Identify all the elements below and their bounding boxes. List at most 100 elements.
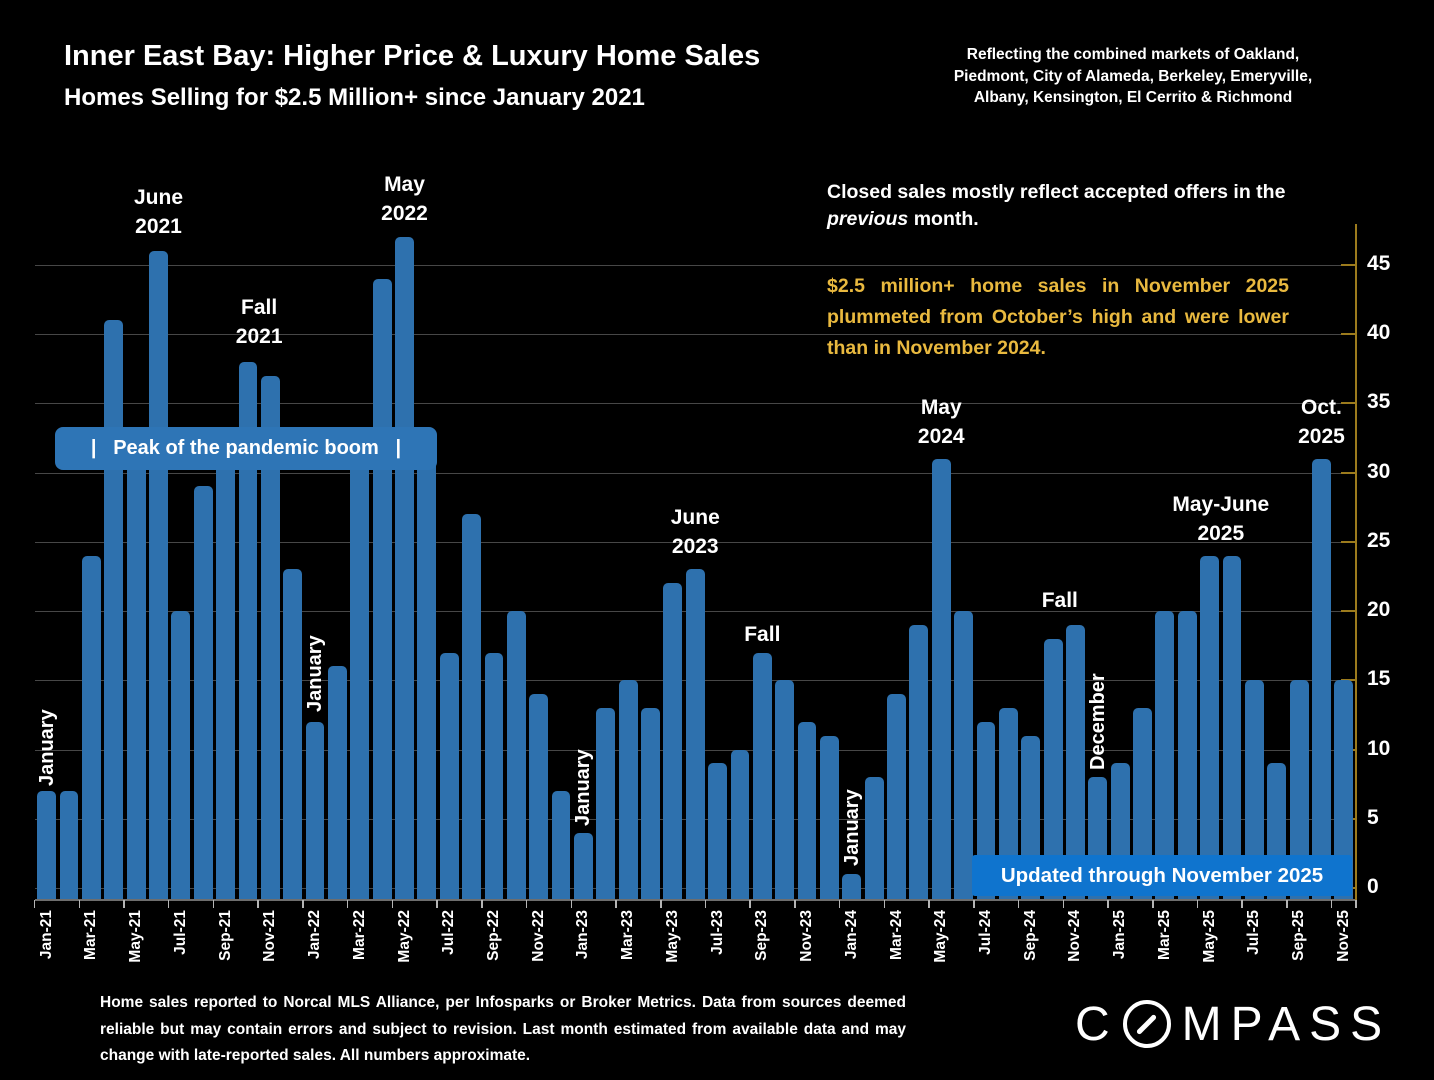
x-axis-label-May-23: May-23: [663, 910, 681, 963]
bar-Apr-23: [641, 707, 660, 899]
annotation-june-2023-line: 2023: [671, 535, 719, 558]
gridline-30: [35, 472, 1355, 474]
bar-Feb-23: [596, 707, 616, 899]
x-axis-tick-20: [481, 900, 483, 908]
y-axis-label-10: 10: [1367, 736, 1391, 760]
markets-note-line3: Albany, Kensington, El Cerrito & Richmon…: [973, 89, 1293, 106]
y-axis-label-25: 25: [1367, 528, 1391, 552]
bar-Nov-21: [260, 375, 280, 899]
annotation-may-2022-line: 2022: [381, 202, 428, 225]
bar-Jan-24: [842, 874, 862, 899]
bar-Aug-24: [998, 707, 1018, 899]
bar-Sep-25: [1289, 680, 1309, 899]
bar-Apr-24: [909, 624, 929, 899]
annotation-june-2021-line: June: [133, 186, 183, 209]
x-axis-tick-46: [1062, 900, 1065, 908]
compass-logo-letters: MPASS: [1181, 997, 1392, 1051]
vertical-label-january-2022: January: [304, 635, 327, 712]
x-axis-label-Sep-24: Sep-24: [1021, 910, 1039, 961]
x-axis-label-Jul-24: Jul-24: [976, 910, 994, 955]
x-axis-tick-54: [1241, 900, 1243, 908]
markets-note: Reflecting the combined markets of Oakla…: [928, 44, 1338, 109]
bar-Oct-21: [238, 361, 258, 899]
bar-May-21: [126, 444, 146, 899]
closed-sales-note-post: month.: [908, 208, 979, 230]
x-axis-label-Nov-24: Nov-24: [1066, 910, 1084, 962]
vertical-label-january-2021: January: [35, 709, 58, 786]
x-axis-tick-34: [794, 900, 796, 908]
bar-Mar-22: [350, 444, 370, 899]
bar-Feb-22: [327, 666, 347, 899]
y-axis-tick-20: [1341, 610, 1355, 612]
x-axis-label-May-21: May-21: [127, 910, 145, 963]
bar-Apr-21: [104, 320, 124, 899]
y-axis-tick-25: [1341, 540, 1355, 543]
closed-sales-note: Closed sales mostly reflect accepted off…: [827, 179, 1297, 233]
peak-of-pandemic-boom-band: | Peak of the pandemic boom |: [55, 427, 437, 470]
bar-Nov-24: [1066, 624, 1085, 899]
annotation-june-2021: June 2021: [64, 183, 254, 241]
bar-Aug-22: [462, 514, 482, 899]
x-axis-label-Sep-23: Sep-23: [753, 910, 771, 961]
bar-Nov-25: [1334, 680, 1354, 899]
x-axis-tick-12: [302, 900, 304, 908]
x-axis-label-Nov-22: Nov-22: [529, 910, 547, 962]
bar-Jun-21: [149, 250, 168, 899]
x-axis-tick-48: [1107, 900, 1109, 908]
bar-Mar-21: [81, 555, 101, 899]
bar-Nov-23: [797, 721, 817, 899]
x-axis-tick-40: [928, 900, 930, 908]
y-axis-label-40: 40: [1367, 321, 1391, 344]
x-axis-tick-44: [1017, 900, 1020, 908]
x-axis-label-Jul-23: Jul-23: [708, 910, 726, 955]
vertical-label-january-2023: January: [572, 749, 595, 826]
x-axis-label-Sep-21: Sep-21: [216, 910, 234, 961]
annotation-oct-2025: Oct. 2025: [1226, 393, 1416, 451]
gridline-25: [35, 541, 1355, 543]
x-axis-label-May-22: May-22: [395, 910, 413, 963]
x-axis-label-May-24: May-24: [932, 910, 950, 963]
x-axis-label-Jan-23: Jan-23: [574, 910, 592, 960]
vertical-label-december-2024: December: [1086, 673, 1109, 770]
annotation-may-2024-line: 2024: [917, 425, 965, 448]
annotation-june-2023-line: June: [670, 506, 720, 529]
x-axis-label-Nov-23: Nov-23: [798, 910, 816, 962]
y-axis-label-15: 15: [1367, 667, 1391, 691]
x-axis-tick-6: [167, 900, 170, 908]
x-axis-label-Jan-25: Jan-25: [1111, 910, 1129, 960]
y-axis-label-45: 45: [1367, 251, 1391, 275]
compass-o-needle-icon: [1122, 1000, 1171, 1048]
bar-Apr-22: [372, 278, 392, 899]
annotation-june-2023: June 2023: [600, 503, 790, 561]
x-axis-line: [35, 899, 1355, 901]
x-axis-tick-8: [212, 900, 215, 908]
bar-Mar-25: [1155, 611, 1175, 899]
bar-Sep-21: [216, 444, 236, 899]
annotation-may-2024-line: May: [920, 396, 962, 419]
x-axis-tick-14: [346, 900, 349, 908]
bar-Oct-23: [775, 680, 795, 899]
bar-Mar-23: [618, 680, 638, 899]
bar-Jun-24: [954, 611, 974, 899]
footer-disclaimer: Home sales reported to Norcal MLS Allian…: [100, 994, 906, 1065]
highlight-note: $2.5 million+ home sales in November 202…: [827, 275, 1289, 359]
x-axis-tick-58: [1330, 900, 1333, 908]
x-axis-tick-50: [1152, 900, 1154, 908]
annotation-may-june-2025-line: May-June: [1172, 493, 1270, 516]
annotation-may-june-2025: May-June 2025: [1126, 490, 1316, 548]
bar-Dec-23: [820, 735, 839, 899]
bar-May-25: [1200, 555, 1220, 899]
annotation-fall-2023-line: Fall: [744, 623, 781, 646]
bar-Jul-21: [171, 611, 191, 899]
x-axis-label-Jan-21: Jan-21: [37, 910, 55, 960]
x-axis-tick-28: [660, 900, 662, 908]
x-axis-label-Jan-22: Jan-22: [306, 910, 324, 960]
bar-Aug-21: [193, 486, 213, 899]
x-axis-tick-4: [123, 900, 125, 908]
x-axis-label-Sep-25: Sep-25: [1290, 910, 1308, 961]
bar-May-24: [931, 458, 951, 899]
x-axis-tick-22: [525, 900, 528, 908]
x-axis-label-Mar-21: Mar-21: [82, 910, 100, 960]
bar-Jul-22: [439, 652, 459, 899]
annotation-oct-2025-line: Oct.: [1301, 396, 1342, 419]
